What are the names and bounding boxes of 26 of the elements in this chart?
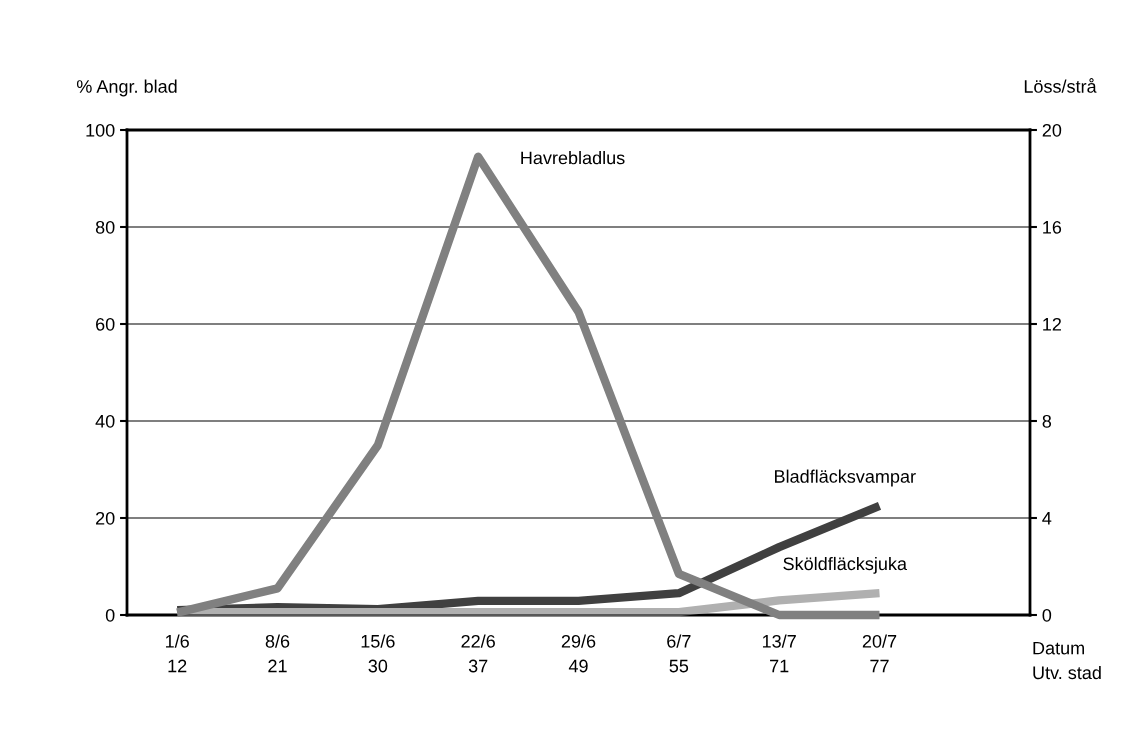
y2-tick-label: 0 xyxy=(1042,608,1052,622)
y2-tick-label: 8 xyxy=(1042,414,1052,428)
x-tick-label: 8/6 21 xyxy=(265,634,290,673)
x-tick-label: 13/7 71 xyxy=(762,634,796,673)
x-tick-label: 22/6 37 xyxy=(461,634,495,673)
y-tick-label: 100 xyxy=(86,123,115,137)
y2-axis-title: Löss/strå xyxy=(1024,78,1097,93)
text: Datum Utv. stad xyxy=(1033,641,1101,680)
x-tick-label: 1/6 12 xyxy=(165,634,189,673)
x-tick-label: 6/7 55 xyxy=(667,634,691,673)
y2-tick-label: 16 xyxy=(1043,220,1062,234)
y-tick-label: 20 xyxy=(96,511,115,525)
y-tick-label: 0 xyxy=(105,608,115,622)
series-label: Sköldfläcksjuka xyxy=(783,556,907,574)
y-tick-label: 80 xyxy=(95,220,115,234)
y2-tick-label: 4 xyxy=(1042,512,1052,525)
y-tick-label: 60 xyxy=(96,317,115,331)
x-tick-label: 29/6 49 xyxy=(561,634,596,673)
series-label: Havrebladlus xyxy=(521,151,625,165)
y-axis-title: % Angr. blad xyxy=(76,79,177,97)
x-tick-label: 15/6 30 xyxy=(361,634,395,673)
y2-tick-label: 20 xyxy=(1042,123,1062,137)
y-tick-label: 40 xyxy=(95,414,115,428)
y2-tick-label: 12 xyxy=(1043,317,1061,331)
text: Bladfläcksvampar xyxy=(775,469,916,487)
x-tick-label: 20/7 77 xyxy=(862,634,897,673)
